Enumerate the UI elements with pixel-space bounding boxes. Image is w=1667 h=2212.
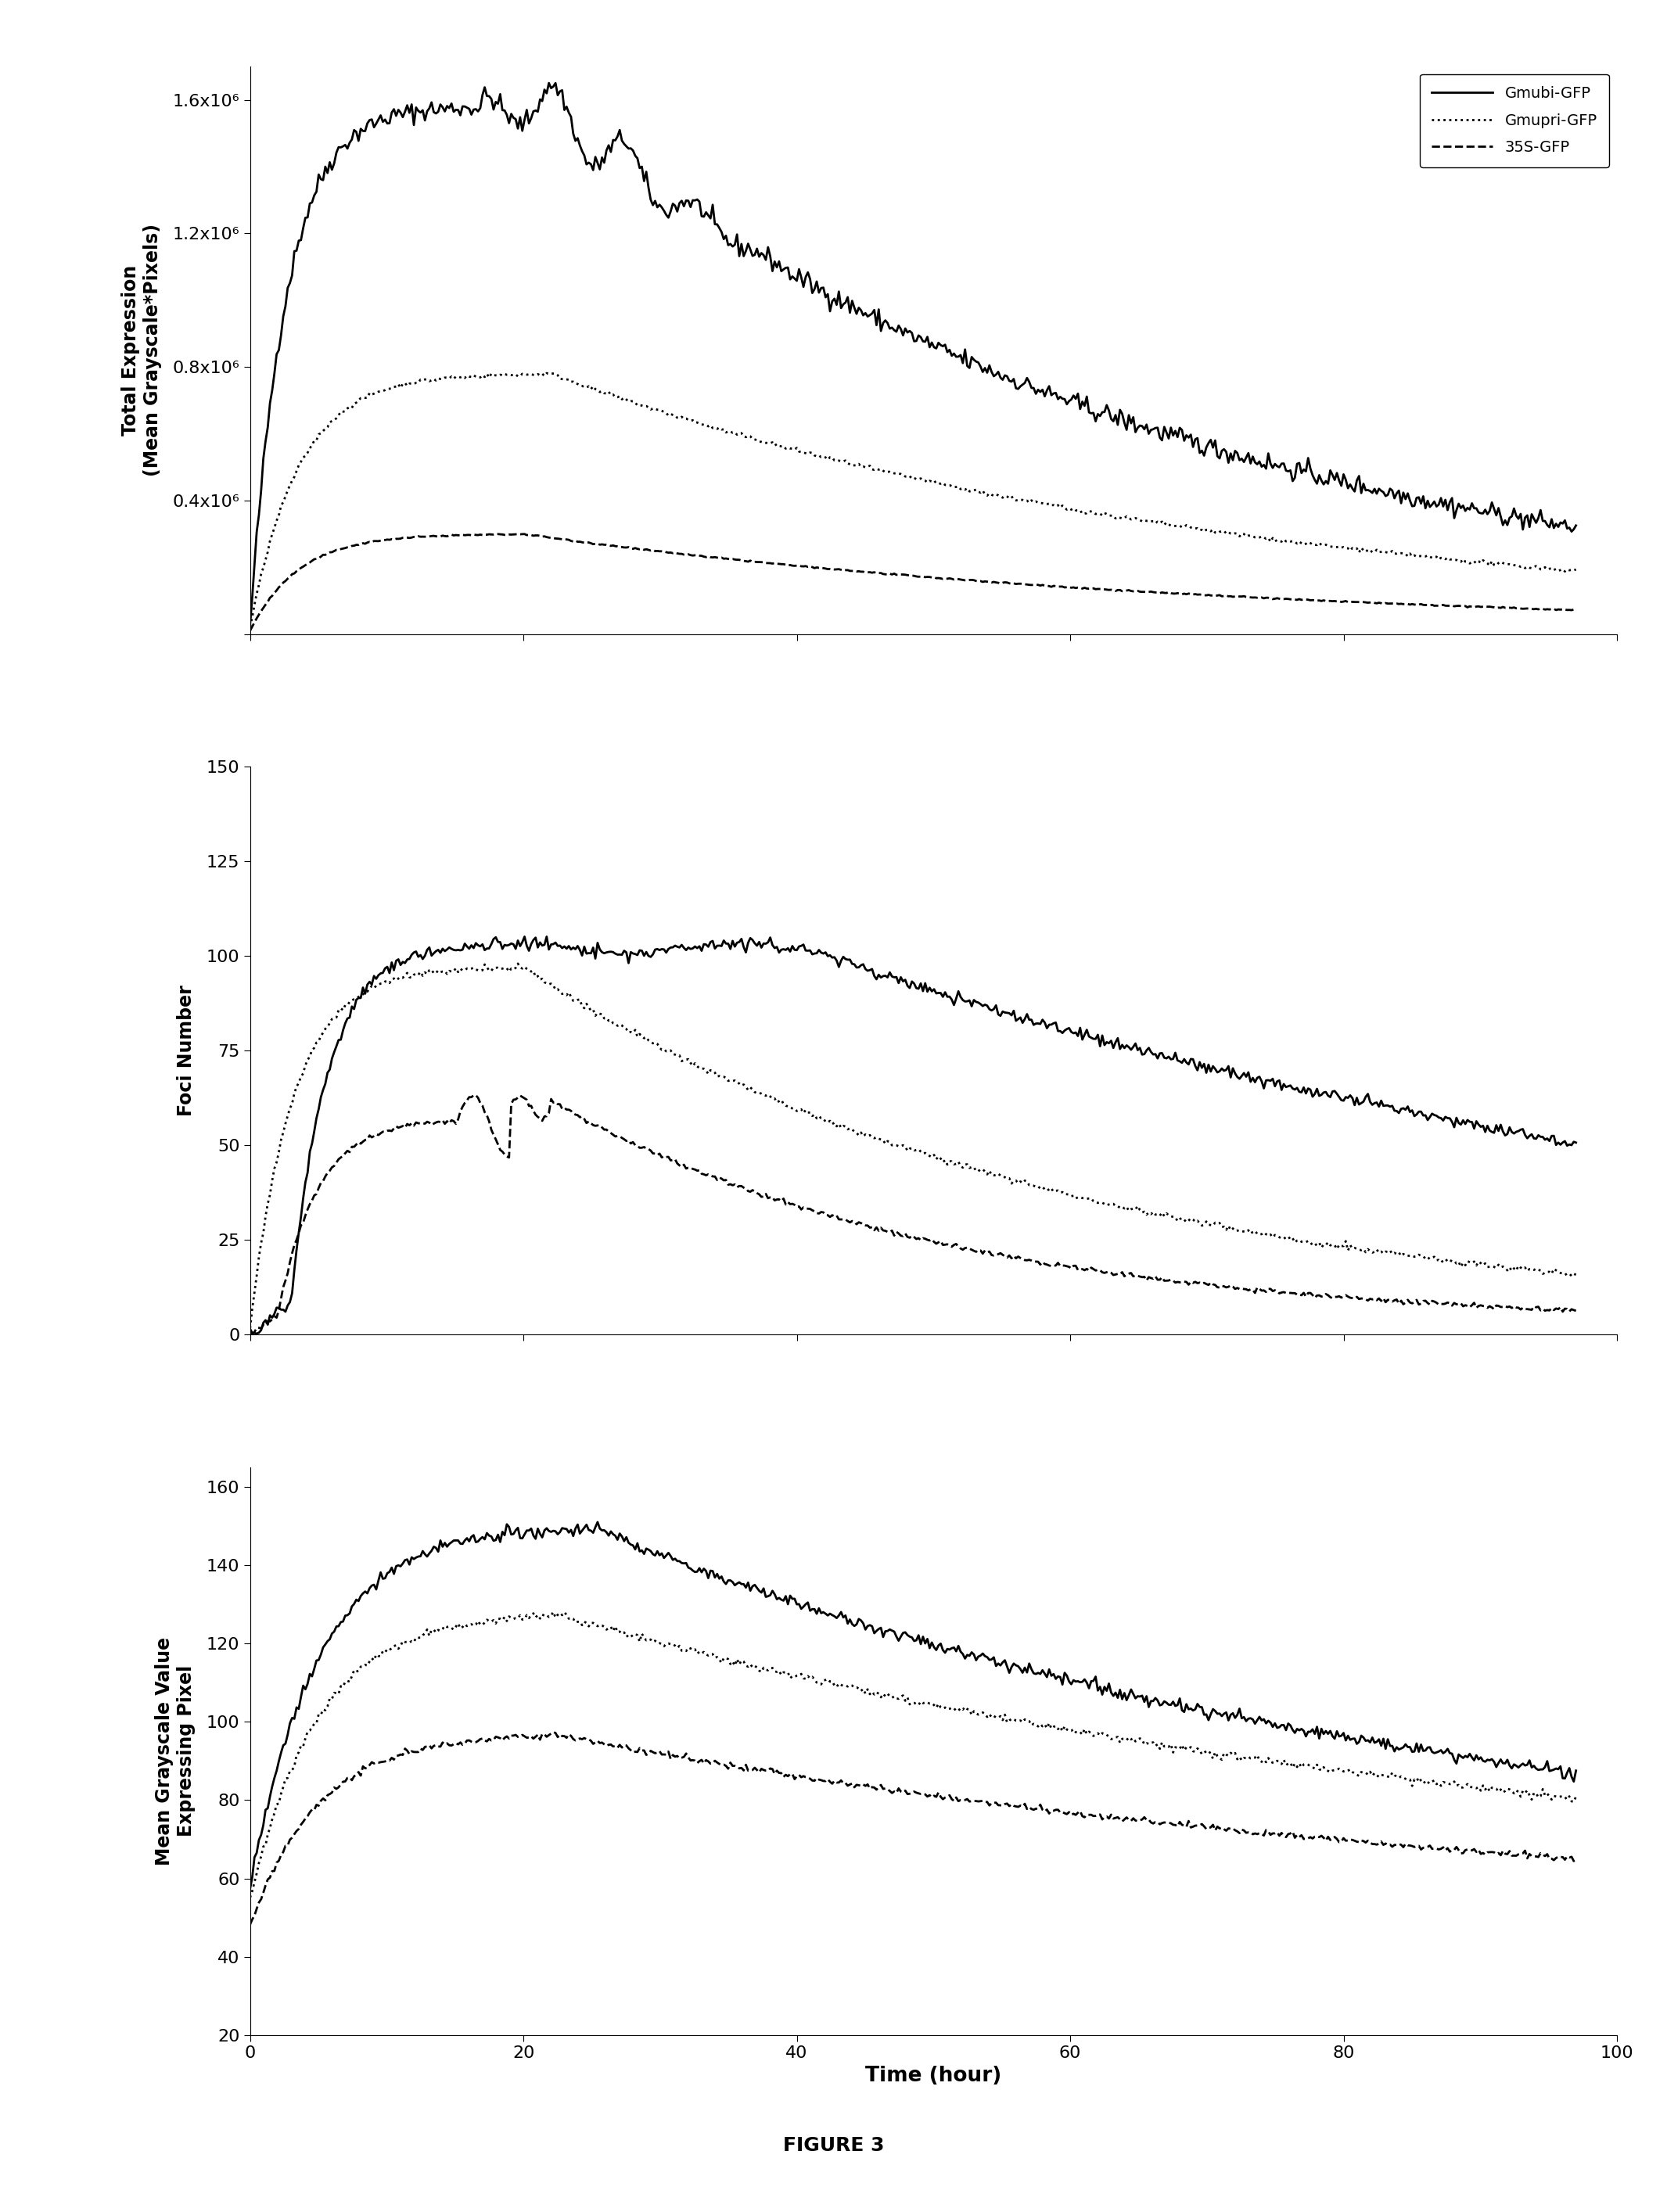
Gmubi-GFP (842, 288, 862, 314)
Line: Gmupri-GFP: Gmupri-GFP (250, 374, 1575, 626)
Gmubi-GFP (1024, 374, 1044, 400)
Gmubi-GFP (240, 613, 260, 639)
Y-axis label: Foci Number: Foci Number (177, 984, 195, 1117)
X-axis label: Time (hour): Time (hour) (865, 2066, 1002, 2086)
Gmupri-GFP (475, 363, 495, 389)
Gmupri-GFP (842, 451, 862, 478)
Gmubi-GFP (475, 73, 495, 100)
Y-axis label: Mean Grayscale Value
Expressing Pixel: Mean Grayscale Value Expressing Pixel (155, 1637, 195, 1865)
Gmupri-GFP (1127, 507, 1147, 533)
35S-GFP (1127, 577, 1147, 604)
Y-axis label: Total Expression
(Mean Grayscale*Pixels): Total Expression (Mean Grayscale*Pixels) (122, 223, 162, 476)
Text: FIGURE 3: FIGURE 3 (783, 2137, 884, 2154)
35S-GFP (475, 522, 495, 549)
Gmupri-GFP (537, 361, 557, 387)
Gmubi-GFP (1127, 414, 1147, 440)
35S-GFP (1565, 597, 1585, 624)
Gmupri-GFP (1240, 522, 1260, 549)
Gmupri-GFP (583, 374, 603, 400)
Gmubi-GFP (583, 157, 603, 184)
Gmupri-GFP (240, 613, 260, 639)
35S-GFP (515, 520, 535, 546)
35S-GFP (583, 531, 603, 557)
Line: Gmubi-GFP: Gmubi-GFP (250, 84, 1575, 626)
35S-GFP (240, 617, 260, 644)
Gmubi-GFP (1565, 513, 1585, 540)
35S-GFP (1024, 571, 1044, 597)
Line: 35S-GFP: 35S-GFP (250, 533, 1575, 630)
Gmupri-GFP (1565, 555, 1585, 582)
Gmupri-GFP (1024, 489, 1044, 515)
35S-GFP (842, 557, 862, 584)
Gmubi-GFP (1240, 451, 1260, 478)
Gmubi-GFP (538, 71, 558, 97)
Legend: Gmubi-GFP, Gmupri-GFP, 35S-GFP: Gmubi-GFP, Gmupri-GFP, 35S-GFP (1420, 73, 1609, 168)
35S-GFP (1240, 584, 1260, 611)
